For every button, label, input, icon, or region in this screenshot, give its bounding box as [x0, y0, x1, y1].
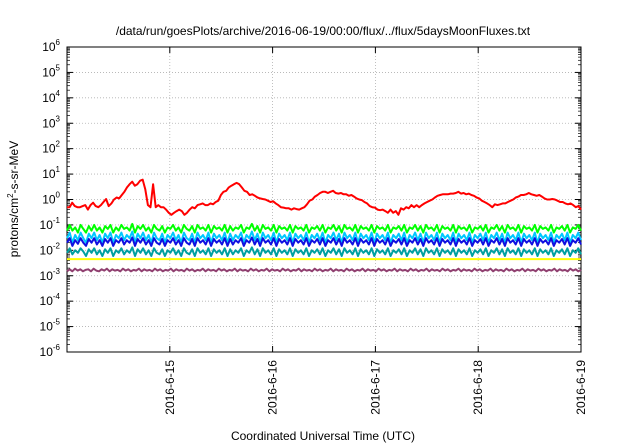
series-line-1 — [67, 178, 582, 216]
y-tick-label: 100 — [42, 191, 60, 207]
x-tick-label: 2016-6-17 — [368, 360, 382, 415]
x-axis: 2016-6-15 2016-6-16 2016-6-17 2016-6-18 2016… — [163, 47, 588, 415]
y-tick-label: 104 — [42, 89, 60, 105]
x-tick-label: 2016-6-18 — [471, 360, 485, 415]
series-group — [66, 178, 582, 273]
y-tick-label: 10-5 — [40, 318, 61, 334]
chart-title: /data/run/goesPlots/archive/2016-06-19/0… — [116, 24, 531, 38]
y-tick-label: 10-1 — [40, 216, 61, 232]
series-line-5 — [66, 246, 582, 257]
y-tick-label: 105 — [42, 63, 60, 79]
y-tick-label: 10-3 — [40, 267, 61, 283]
y-tick-label: 102 — [42, 140, 60, 156]
x-tick-label: 2016-6-15 — [163, 360, 177, 415]
series-line-2 — [66, 222, 582, 234]
y-tick-label: 10-4 — [40, 292, 61, 308]
y-axis-label: protons/cm2-s-sr-MeV — [6, 141, 21, 257]
series-line-3 — [66, 230, 582, 244]
x-tick-label: 2016-6-19 — [574, 360, 588, 415]
y-tick-label: 10-2 — [40, 241, 61, 257]
x-tick-label: 2016-6-16 — [266, 360, 280, 415]
y-tick-label: 101 — [42, 165, 60, 181]
series-line-4 — [66, 236, 582, 247]
y-axis: 10-6 10-5 10-4 10-3 10-2 10-1 100 101 102 103 104 1… — [40, 38, 581, 359]
y-tick-label: 106 — [42, 38, 60, 54]
y-tick-label: 103 — [42, 114, 60, 130]
x-axis-label: Coordinated Universal Time (UTC) — [231, 429, 415, 443]
grid — [67, 47, 582, 352]
series-line-7 — [66, 267, 582, 273]
plot-frame — [66, 46, 582, 353]
y-tick-label: 10-6 — [40, 343, 61, 359]
